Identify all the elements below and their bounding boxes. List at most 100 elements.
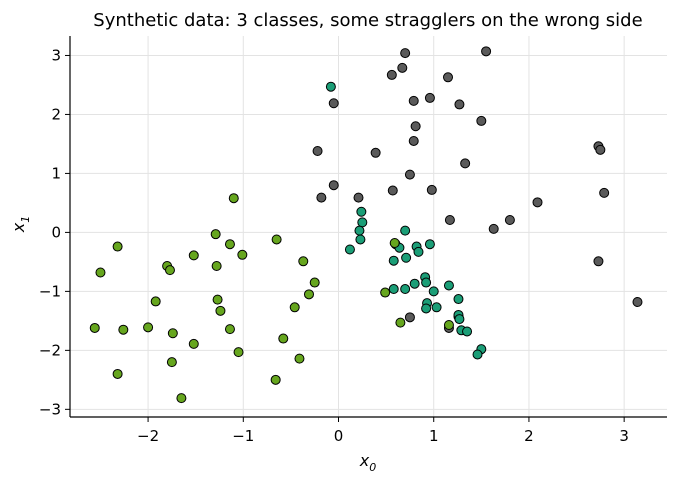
- scatter-point-class-2: [400, 225, 411, 236]
- scatter-point-class-2: [344, 244, 355, 255]
- scatter-point-class-2: [400, 284, 411, 295]
- y-tick-label: −1: [39, 282, 61, 300]
- scatter-point-class-3: [271, 234, 282, 245]
- axes-layer: [69, 36, 667, 418]
- scatter-point-class-1: [328, 98, 339, 109]
- scatter-point-class-3: [212, 294, 223, 305]
- scatter-point-class-3: [150, 296, 161, 307]
- scatter-point-class-1: [404, 169, 415, 180]
- scatter-point-class-1: [444, 215, 455, 226]
- y-axis-label-subscript: 1: [19, 216, 32, 223]
- scatter-point-class-1: [386, 69, 397, 80]
- scatter-point-class-1: [312, 146, 323, 157]
- scatter-point-class-2: [356, 206, 367, 217]
- scatter-point-class-3: [237, 249, 248, 260]
- scatter-point-class-1: [404, 312, 415, 323]
- scatter-point-class-2: [325, 81, 336, 92]
- scatter-point-class-1: [593, 256, 604, 267]
- scatter-point-class-3: [380, 287, 391, 298]
- scatter-point-class-3: [164, 265, 175, 276]
- y-axis-label-base: x: [9, 222, 28, 233]
- scatter-point-class-3: [188, 338, 199, 349]
- scatter-point-class-2: [421, 277, 432, 288]
- y-axis-label: x1: [9, 216, 32, 233]
- scatter-point-class-2: [413, 246, 424, 257]
- scatter-point-class-3: [309, 277, 320, 288]
- x-tick-label: −2: [137, 427, 159, 445]
- scatter-point-class-3: [95, 267, 106, 278]
- scatter-point-class-2: [421, 303, 432, 314]
- scatter-point-class-1: [504, 215, 515, 226]
- scatter-point-class-1: [370, 147, 381, 158]
- scatter-point-class-2: [354, 225, 365, 236]
- scatter-point-class-3: [224, 324, 235, 335]
- scatter-point-class-3: [233, 347, 244, 358]
- scatter-point-class-1: [387, 185, 398, 196]
- scatter-point-class-2: [453, 294, 464, 305]
- scatter-point-class-1: [400, 48, 411, 59]
- scatter-point-class-2: [428, 286, 439, 297]
- scatter-point-class-3: [294, 353, 305, 364]
- scatter-point-class-1: [460, 158, 471, 169]
- scatter-point-class-1: [426, 184, 437, 195]
- scatter-point-class-3: [270, 374, 281, 385]
- scatter-point-class-3: [118, 324, 129, 335]
- scatter-point-class-3: [228, 193, 239, 204]
- scatter-point-class-3: [389, 238, 400, 249]
- scatter-point-class-1: [424, 92, 435, 103]
- scatter-point-class-3: [278, 333, 289, 344]
- y-tick-label: −3: [39, 400, 61, 418]
- scatter-point-class-2: [431, 302, 442, 313]
- scatter-point-class-1: [328, 180, 339, 191]
- y-tick-label: 1: [51, 164, 61, 182]
- scatter-point-class-1: [316, 192, 327, 203]
- scatter-point-class-2: [424, 239, 435, 250]
- scatter-point-class-2: [443, 280, 454, 291]
- scatter-point-class-2: [454, 314, 465, 325]
- scatter-point-class-1: [397, 62, 408, 73]
- chart-title: Synthetic data: 3 classes, some straggle…: [93, 10, 642, 31]
- y-tick-label: 0: [51, 223, 61, 241]
- scatter-point-class-2: [462, 326, 473, 337]
- scatter-point-class-2: [409, 278, 420, 289]
- scatter-point-class-3: [112, 241, 123, 252]
- scatter-point-class-1: [532, 197, 543, 208]
- scatter-point-class-1: [454, 99, 465, 110]
- ticks-layer: −2 −1 0 1 2 3 −3 −2 −1 0 1 2 3: [39, 46, 629, 445]
- scatter-point-class-3: [143, 322, 154, 333]
- scatter-point-class-1: [353, 192, 364, 203]
- x-tick-label: 0: [334, 427, 344, 445]
- x-axis-label-base: x: [359, 451, 370, 470]
- scatter-point-class-3: [215, 305, 226, 316]
- scatter-point-class-1: [443, 72, 454, 83]
- scatter-point-class-3: [303, 289, 314, 300]
- scatter-point-class-2: [388, 255, 399, 266]
- x-tick-label: 3: [619, 427, 629, 445]
- scatter-point-class-3: [395, 317, 406, 328]
- x-axis-label: x0: [359, 451, 376, 474]
- scatter-point-class-1: [595, 144, 606, 155]
- x-axis-label-subscript: 0: [369, 461, 376, 474]
- y-tick-label: −2: [39, 341, 61, 359]
- x-tick-label: −1: [232, 427, 254, 445]
- x-tick-label: 2: [524, 427, 534, 445]
- scatter-point-class-2: [355, 234, 366, 245]
- scatter-point-class-1: [408, 95, 419, 106]
- scatter-point-class-1: [476, 115, 487, 126]
- y-tick-label: 3: [51, 46, 61, 64]
- scatter-point-class-3: [298, 256, 309, 267]
- scatter-point-class-2: [401, 252, 412, 263]
- scatter-point-class-1: [410, 121, 421, 132]
- scatter-point-class-3: [166, 357, 177, 368]
- scatter-point-class-3: [167, 328, 178, 339]
- scatter-point-class-3: [112, 368, 123, 379]
- scatter-point-class-3: [188, 250, 199, 261]
- scatter-point-class-2: [472, 349, 483, 360]
- scatter-point-class-1: [481, 46, 492, 57]
- scatter-point-class-1: [632, 296, 643, 307]
- scatter-point-class-1: [599, 187, 610, 198]
- scatter-point-class-1: [488, 223, 499, 234]
- x-tick-label: 1: [429, 427, 439, 445]
